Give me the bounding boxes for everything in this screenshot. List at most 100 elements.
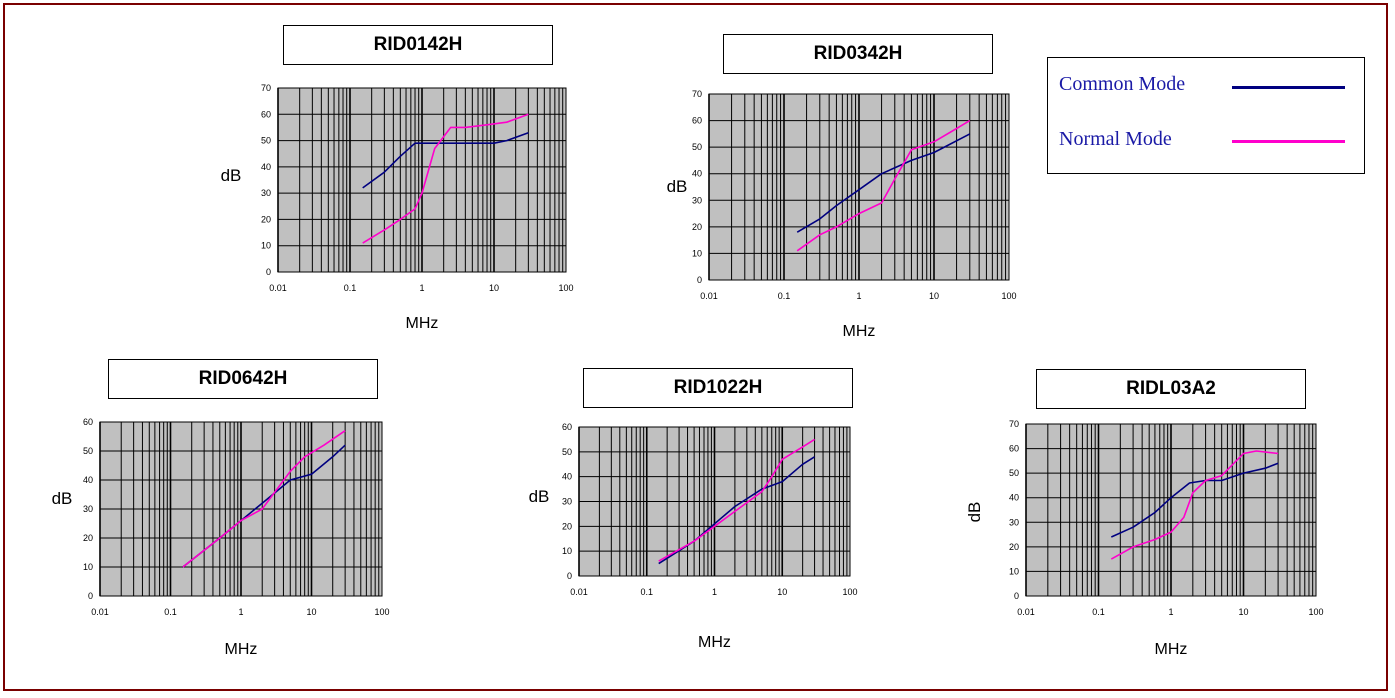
y-tick-label: 70	[261, 83, 271, 93]
x-axis-label: MHz	[225, 641, 258, 658]
y-axis-label: dB	[221, 166, 242, 185]
plot-border	[708, 93, 1010, 281]
x-tick-label: 10	[1238, 607, 1248, 617]
x-axis-label: MHz	[1155, 641, 1188, 658]
y-tick-label: 50	[83, 446, 93, 456]
x-tick-label: 0.01	[91, 607, 109, 617]
chart-title-rid1022h: RID1022H	[583, 368, 853, 408]
y-tick-label: 0	[697, 275, 702, 285]
x-tick-label: 1	[238, 607, 243, 617]
y-tick-label: 20	[562, 521, 572, 531]
x-tick-label: 0.01	[570, 587, 588, 597]
chart-rid0142h: 0 10 20 30 40 50 60 70 0.01 0.1 1 10 100 MHz dB	[213, 78, 588, 347]
x-axis-label: MHz	[843, 323, 876, 340]
x-tick-label: 1	[856, 291, 861, 301]
y-tick-label: 20	[261, 214, 271, 224]
y-tick-label: 30	[562, 497, 572, 507]
y-axis-label: dB	[52, 489, 73, 508]
x-tick-label: 1	[712, 587, 717, 597]
x-axis-label: MHz	[406, 315, 439, 332]
y-tick-label: 60	[83, 417, 93, 427]
x-tick-label: 1	[1168, 607, 1173, 617]
series-line-normal-mode	[362, 113, 529, 244]
x-tick-label: 0.1	[344, 283, 357, 293]
series-line-common-mode	[1110, 462, 1279, 538]
y-tick-label: 40	[1009, 493, 1019, 503]
x-tick-label: 100	[1001, 291, 1016, 301]
chart-svg: 0 10 20 30 40 50 60 0.01 0.1 1 10 100 MHz dB	[529, 422, 858, 651]
chart-title-rid0142h: RID0142H	[283, 25, 553, 65]
y-tick-label: 50	[261, 136, 271, 146]
chart-title-rid0342h: RID0342H	[723, 34, 993, 74]
y-tick-label: 10	[1009, 566, 1019, 576]
plot-border	[99, 421, 383, 597]
y-tick-label: 40	[83, 475, 93, 485]
y-tick-label: 20	[1009, 542, 1019, 552]
series-line-normal-mode	[796, 119, 971, 252]
x-tick-label: 100	[1308, 607, 1323, 617]
legend: Common Mode Normal Mode	[1047, 57, 1365, 174]
series-line-normal-mode	[658, 438, 816, 562]
y-tick-label: 0	[88, 591, 93, 601]
y-tick-label: 0	[1014, 591, 1019, 601]
x-axis-label: MHz	[698, 634, 731, 651]
y-tick-label: 70	[1009, 419, 1019, 429]
y-tick-label: 20	[83, 533, 93, 543]
y-tick-label: 60	[261, 109, 271, 119]
x-tick-label: 100	[842, 587, 857, 597]
y-tick-label: 40	[562, 472, 572, 482]
series-line-common-mode	[796, 133, 971, 233]
x-tick-label: 0.1	[1092, 607, 1105, 617]
y-tick-label: 10	[692, 248, 702, 258]
x-tick-label: 10	[777, 587, 787, 597]
y-tick-label: 40	[692, 169, 702, 179]
chart-rid1022h: 0 10 20 30 40 50 60 0.01 0.1 1 10 100 MHz dB	[519, 415, 870, 670]
x-tick-label: 0.1	[640, 587, 653, 597]
series-line-common-mode	[362, 131, 529, 189]
chart-title-rid0642h: RID0642H	[108, 359, 378, 399]
x-tick-label: 0.01	[700, 291, 718, 301]
y-tick-label: 70	[692, 89, 702, 99]
chart-svg: 0 10 20 30 40 50 60 70 0.01 0.1 1 10 100 MHz dB	[667, 89, 1017, 340]
y-tick-label: 60	[562, 422, 572, 432]
y-tick-label: 30	[692, 195, 702, 205]
y-tick-label: 0	[266, 267, 271, 277]
x-tick-label: 100	[374, 607, 389, 617]
chart-rid0342h: 0 10 20 30 40 50 60 70 0.01 0.1 1 10 100 MHz dB	[653, 82, 1022, 351]
x-tick-label: 0.01	[269, 283, 287, 293]
y-tick-label: 10	[562, 546, 572, 556]
chart-svg: 0 10 20 30 40 50 60 0.01 0.1 1 10 100 MHz dB	[52, 417, 390, 658]
y-tick-label: 0	[567, 571, 572, 581]
chart-ridl03a2: 0 10 20 30 40 50 60 70 0.01 0.1 1 10 100 MHz dB	[956, 412, 1333, 667]
chart-svg: 0 10 20 30 40 50 60 70 0.01 0.1 1 10 100 MHz dB	[965, 419, 1324, 658]
plot-border	[1025, 423, 1317, 597]
chart-svg: 0 10 20 30 40 50 60 70 0.01 0.1 1 10 100 MHz dB	[221, 83, 574, 332]
y-tick-label: 50	[692, 142, 702, 152]
series-line-normal-mode	[182, 430, 346, 568]
y-tick-label: 30	[261, 188, 271, 198]
chart-rid0642h: 0 10 20 30 40 50 60 0.01 0.1 1 10 100 MHz dB	[40, 410, 393, 670]
x-tick-label: 10	[929, 291, 939, 301]
page-frame	[3, 3, 1388, 691]
y-tick-label: 50	[1009, 468, 1019, 478]
x-tick-label: 0.01	[1017, 607, 1035, 617]
x-tick-label: 10	[489, 283, 499, 293]
y-tick-label: 30	[1009, 517, 1019, 527]
y-tick-label: 10	[83, 562, 93, 572]
x-tick-label: 0.1	[778, 291, 791, 301]
y-axis-label: dB	[667, 177, 688, 196]
y-tick-label: 40	[261, 162, 271, 172]
x-tick-label: 0.1	[164, 607, 177, 617]
y-tick-label: 50	[562, 447, 572, 457]
y-tick-label: 30	[83, 504, 93, 514]
y-tick-label: 20	[692, 222, 702, 232]
plot-border	[277, 87, 567, 273]
y-tick-label: 60	[1009, 444, 1019, 454]
y-tick-label: 60	[692, 116, 702, 126]
y-axis-label: dB	[529, 487, 550, 506]
y-tick-label: 10	[261, 241, 271, 251]
series-line-normal-mode	[1110, 450, 1279, 560]
plot-border	[578, 426, 851, 577]
legend-label-common-mode: Common Mode	[1059, 73, 1186, 95]
legend-swatch-normal-mode	[1232, 140, 1345, 143]
